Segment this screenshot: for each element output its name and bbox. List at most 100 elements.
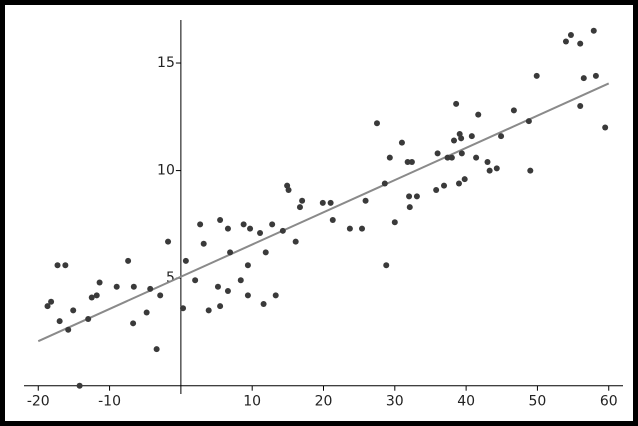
point xyxy=(381,180,388,187)
point xyxy=(262,249,269,256)
point xyxy=(434,150,441,157)
point xyxy=(346,225,353,232)
point xyxy=(590,27,597,34)
point xyxy=(448,154,455,161)
point xyxy=(224,288,231,295)
point xyxy=(62,262,69,269)
point xyxy=(70,307,77,314)
y-tick-label: 10 xyxy=(157,163,175,179)
point xyxy=(450,137,457,144)
point xyxy=(493,165,500,172)
point xyxy=(224,225,231,232)
point xyxy=(217,303,224,310)
fit-line xyxy=(37,82,610,343)
point xyxy=(217,217,224,224)
point xyxy=(408,158,415,165)
point xyxy=(455,180,462,187)
point xyxy=(165,238,172,245)
x-tick-label: 50 xyxy=(529,394,547,410)
x-tick-label: 60 xyxy=(600,394,618,410)
x-tick-label: -10 xyxy=(98,394,121,410)
point xyxy=(444,154,451,161)
point xyxy=(227,249,234,256)
point xyxy=(285,186,292,193)
point xyxy=(533,72,540,79)
point xyxy=(292,238,299,245)
point xyxy=(200,240,207,247)
point xyxy=(413,193,420,200)
point xyxy=(498,133,505,140)
point xyxy=(54,262,61,269)
point xyxy=(247,225,254,232)
y-tick-label: 15 xyxy=(157,55,175,71)
point xyxy=(327,199,334,206)
point xyxy=(486,167,493,174)
point xyxy=(461,176,468,183)
point xyxy=(48,298,55,305)
point xyxy=(484,158,491,165)
point xyxy=(157,292,164,299)
point xyxy=(406,204,413,211)
point xyxy=(96,279,103,286)
point xyxy=(197,221,204,228)
point xyxy=(244,262,251,269)
point xyxy=(510,107,517,114)
point xyxy=(130,320,137,327)
point xyxy=(406,193,413,200)
point xyxy=(192,277,199,284)
point xyxy=(577,103,584,110)
point xyxy=(319,199,326,206)
point xyxy=(373,120,380,127)
point xyxy=(567,32,574,39)
point xyxy=(214,283,221,290)
x-tick-label: -20 xyxy=(27,394,50,410)
point xyxy=(458,135,465,142)
point xyxy=(182,257,189,264)
x-tick-label: 20 xyxy=(315,394,333,410)
x-tick-label: 30 xyxy=(386,394,404,410)
point xyxy=(525,118,532,125)
point xyxy=(404,158,411,165)
point xyxy=(299,197,306,204)
point xyxy=(88,294,95,301)
point xyxy=(125,257,132,264)
point xyxy=(205,307,212,314)
point xyxy=(592,72,599,79)
point xyxy=(580,75,587,82)
point xyxy=(359,225,366,232)
point xyxy=(113,283,120,290)
point xyxy=(237,277,244,284)
x-tick-label: 10 xyxy=(243,394,261,410)
point xyxy=(143,309,150,316)
point xyxy=(65,326,72,333)
point xyxy=(453,100,460,107)
point xyxy=(44,303,51,310)
point xyxy=(433,186,440,193)
point xyxy=(153,346,160,353)
point xyxy=(272,292,279,299)
point xyxy=(180,305,187,312)
point xyxy=(76,382,83,389)
point xyxy=(398,139,405,146)
y-tick-label: 5 xyxy=(166,270,175,286)
point xyxy=(93,292,100,299)
point xyxy=(386,154,393,161)
point xyxy=(468,133,475,140)
point xyxy=(257,229,264,236)
point xyxy=(473,154,480,161)
point xyxy=(527,167,534,174)
point xyxy=(577,40,584,47)
point xyxy=(85,316,92,323)
point xyxy=(602,124,609,131)
point xyxy=(296,204,303,211)
point xyxy=(562,38,569,45)
point xyxy=(329,217,336,224)
point xyxy=(279,227,286,234)
point xyxy=(362,197,369,204)
point xyxy=(441,182,448,189)
point xyxy=(260,300,267,307)
point xyxy=(147,285,154,292)
point xyxy=(240,221,247,228)
